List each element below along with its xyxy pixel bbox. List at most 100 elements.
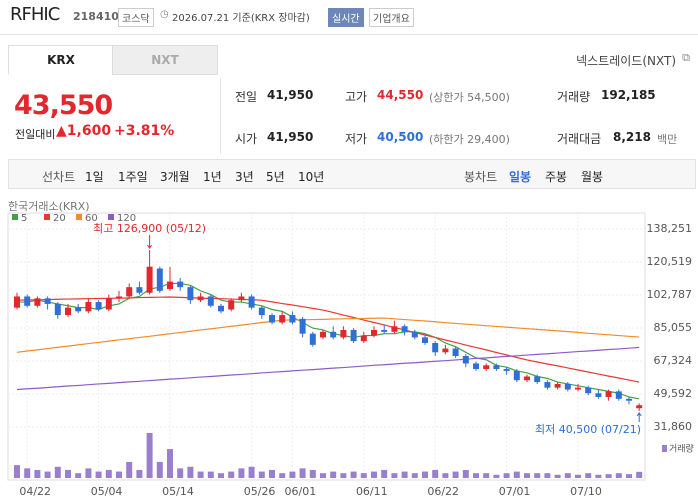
realtime-button[interactable]: 실시간 <box>328 8 364 27</box>
stat-value: 41,950 <box>267 88 314 102</box>
chart: 한국거래소(KRX)5 20 60 120 138,251 120,519 102,787 8… <box>7 200 694 498</box>
ma-line <box>16 296 640 383</box>
ma-line <box>17 282 640 400</box>
volume-bar <box>309 469 316 478</box>
volume-bar <box>320 473 326 478</box>
stat-value: 41,950 <box>267 130 314 144</box>
volume-bar <box>207 471 214 478</box>
volume-bar <box>371 471 377 478</box>
legend-label: 20 <box>53 213 66 224</box>
candle-body <box>595 393 602 397</box>
candle-body <box>585 387 592 394</box>
volume-bar <box>432 469 439 478</box>
volume-bar <box>473 473 479 478</box>
x-tick-label: 07/01 <box>499 485 531 498</box>
volume-bar <box>575 474 581 478</box>
volume-bar <box>524 473 530 478</box>
candle-body <box>564 383 571 390</box>
stat-value: 8,218 <box>613 130 651 144</box>
volume-bar <box>24 468 31 478</box>
volume-bar <box>44 471 51 478</box>
y-tick-label: 120,519 <box>647 255 693 268</box>
candle-body <box>473 363 479 370</box>
period-button[interactable]: 5년 <box>266 170 285 184</box>
candle-body <box>146 266 153 293</box>
y-tick-label: 31,860 <box>654 420 693 433</box>
candle-body <box>493 365 500 370</box>
period-button[interactable]: 10년 <box>298 170 325 184</box>
volume-bar <box>54 466 61 478</box>
volume-bar <box>411 473 418 478</box>
volume-bar <box>401 471 408 478</box>
candle-body <box>54 303 61 316</box>
volume-bar <box>615 473 622 478</box>
volume-bar <box>391 473 398 478</box>
volume-bar <box>585 473 592 478</box>
change-value: 1,600 <box>66 123 112 139</box>
candle-body <box>442 348 449 353</box>
volume-bar <box>626 474 632 478</box>
high-arrow <box>147 235 153 250</box>
candle-body <box>105 298 112 310</box>
candle-body <box>381 329 388 332</box>
candle-body <box>116 296 122 299</box>
x-tick-label: 06/22 <box>427 485 459 498</box>
candle-body <box>14 296 20 308</box>
market-badge: 코스닥 <box>118 8 154 27</box>
period-button[interactable]: 주봉 <box>545 170 568 184</box>
period-button[interactable]: 3년 <box>235 170 254 184</box>
stat-label: 거래대금 <box>557 132 602 146</box>
volume-bar <box>105 469 112 478</box>
candle-body <box>605 391 612 397</box>
candle-body <box>462 356 469 364</box>
period-button[interactable]: 1년 <box>203 170 222 184</box>
volume-bar <box>381 469 388 478</box>
period-button[interactable]: 일봉 <box>509 170 532 184</box>
volume-bar <box>136 469 143 478</box>
candle-body <box>350 329 357 342</box>
volume-bar <box>350 471 357 478</box>
candle-body <box>330 331 337 338</box>
candle-body <box>289 315 296 323</box>
volume-bar <box>65 469 71 478</box>
candle-body <box>34 298 41 306</box>
stat-note: (하한가 29,400) <box>429 133 510 146</box>
volume-bar <box>34 469 41 478</box>
volume-bar <box>95 471 102 478</box>
volume-bar <box>218 473 224 478</box>
candle-body <box>207 296 214 306</box>
candle-body <box>636 405 643 409</box>
tab[interactable]: NXT <box>112 45 218 75</box>
candle-body <box>258 307 265 316</box>
company-info-button[interactable]: 기업개요 <box>369 8 414 27</box>
candle-body <box>177 281 184 288</box>
candle-body <box>360 335 367 342</box>
candle-body <box>187 287 194 301</box>
candle-body <box>422 337 428 343</box>
x-tick-label: 04/22 <box>19 485 51 498</box>
volume-bar <box>422 471 428 478</box>
volume-bar <box>299 468 306 478</box>
volume-bar <box>340 473 347 478</box>
period-bar <box>8 159 696 189</box>
volume-bar <box>493 474 500 478</box>
period-button[interactable]: 월봉 <box>581 170 604 184</box>
volume-icon <box>662 445 667 452</box>
candle-body <box>320 331 326 338</box>
separator <box>220 78 221 154</box>
ma-line <box>16 346 640 391</box>
period-label: 봉차트 <box>464 170 498 184</box>
candle-body <box>371 329 377 336</box>
y-tick-label: 67,324 <box>654 354 693 367</box>
period-button[interactable]: 3개월 <box>160 170 190 184</box>
candle-body <box>75 307 82 312</box>
period-button[interactable]: 1일 <box>85 170 104 184</box>
tab[interactable]: KRX <box>8 45 114 75</box>
period-label: 선차트 <box>42 170 76 184</box>
stat-label: 거래량 <box>557 90 591 104</box>
stat-value: 44,550 <box>377 88 424 102</box>
nxt-link[interactable]: 넥스트레이드(NXT) <box>576 54 676 68</box>
period-button[interactable]: 1주일 <box>118 170 148 184</box>
stock-name: RFHIC <box>10 4 60 25</box>
